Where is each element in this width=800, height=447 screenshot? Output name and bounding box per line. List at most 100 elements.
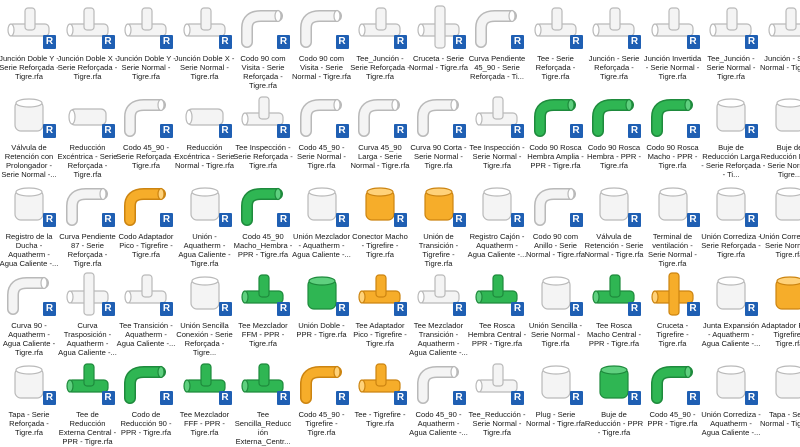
revit-family-icon: R: [628, 35, 641, 49]
revit-family-icon: R: [570, 302, 583, 316]
pipe-inverted-junction-icon: R: [647, 4, 699, 50]
pipe-cap-icon: R: [764, 360, 800, 406]
revit-family-icon: R: [394, 302, 407, 316]
revit-family-icon: R: [628, 391, 641, 405]
family-file-label: Tapa - Serie Normal - Tigre.rfa: [760, 410, 800, 428]
threaded-tee-icon: R: [471, 271, 523, 317]
family-tile[interactable]: R Buje de Reducción - PPR - Tigre.rfa: [585, 360, 643, 447]
revit-family-icon: R: [219, 391, 232, 405]
pipe-junction-icon: R: [588, 4, 640, 50]
family-file-label: Codo Adaptador Pico - Tigrefire - Tigre.…: [116, 232, 176, 259]
spigot-adapter-icon: R: [764, 271, 800, 317]
family-file-label: Buje de Reducción - PPR - Tigre.rfa: [584, 410, 644, 437]
mixer-tee-icon: R: [179, 360, 231, 406]
family-file-label: Buje de Reducción Larga - Serie Normal -…: [760, 143, 800, 179]
family-file-label: Tee de Reducción Externa Central - PPR -…: [58, 410, 118, 446]
reducing-bushing-icon: R: [705, 93, 757, 139]
family-tile[interactable]: RAdaptador Pico - Tigrefire - Tigre.rfa: [761, 271, 800, 358]
family-file-label: Válvula de Retención - Serie Normal - Ti…: [584, 232, 644, 259]
shower-valve-icon: R: [3, 182, 55, 228]
reducing-tee-icon: R: [237, 360, 289, 406]
revit-family-icon: R: [277, 35, 290, 49]
slip-union-icon: R: [705, 182, 757, 228]
family-tile[interactable]: R Tapa - Serie Normal - Tigre.rfa: [761, 360, 800, 447]
pipe-elbow-inspection-icon: R: [237, 4, 289, 50]
family-file-label: Codo 90 Rosca Hembra - PPR - Tigre.rfa: [584, 143, 644, 170]
double-union-icon: R: [296, 271, 348, 317]
threaded-elbow-icon: R: [530, 93, 582, 139]
revit-family-icon: R: [511, 302, 524, 316]
family-file-label: Unión Corrediza - Serie Normal - Tigre.r…: [760, 232, 800, 259]
family-file-label: Tee_Reducción - Serie Normal - Tigre.rfa: [467, 410, 527, 437]
pipe-double-x-junction-icon: R: [179, 4, 231, 50]
